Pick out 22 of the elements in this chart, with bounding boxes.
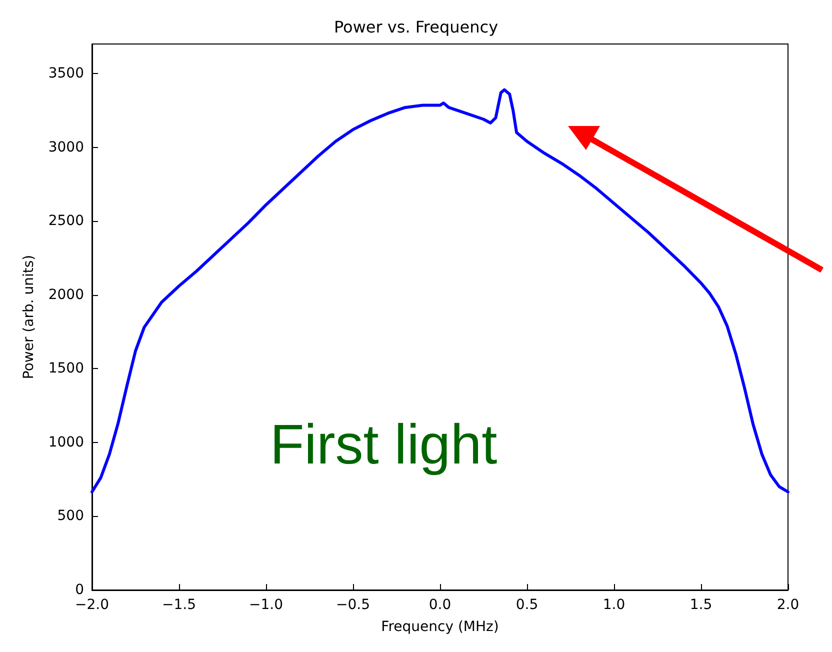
- line-series: [90, 88, 790, 494]
- x-axis-title: Frequency (MHz): [381, 619, 499, 635]
- y-tick-label: 2500: [48, 213, 84, 230]
- y-axis-title: Power (arb. units): [21, 254, 37, 380]
- x-tick-label: 0.5: [516, 597, 538, 613]
- y-tick-label: 1000: [48, 434, 84, 450]
- y-tick-label: 0: [75, 582, 84, 598]
- y-tick-label: 2000: [48, 286, 84, 303]
- x-tick-label: −1.0: [249, 597, 283, 613]
- x-tick-label: 1.0: [602, 597, 626, 613]
- x-tick-label: 2.0: [776, 597, 800, 613]
- x-tick-label: 1.5: [690, 597, 712, 613]
- x-tick-label: −1.5: [162, 597, 196, 613]
- y-tick-label: 3500: [48, 66, 84, 82]
- y-tick-label: 3000: [48, 139, 84, 156]
- x-tick-label: −0.5: [336, 597, 370, 613]
- x-tick-label: 0.0: [428, 597, 452, 613]
- x-tick-label: −2.0: [75, 597, 109, 613]
- y-tick-label: 500: [57, 508, 84, 524]
- chart-title: Power vs. Frequency: [334, 18, 498, 36]
- annotation: First light: [270, 412, 498, 476]
- y-tick-label: 1500: [48, 360, 84, 377]
